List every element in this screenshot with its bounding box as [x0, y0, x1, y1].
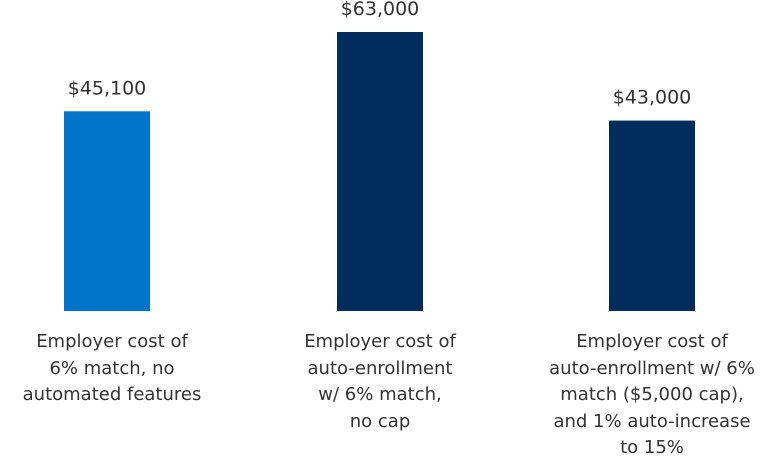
- value-label: $43,000: [613, 87, 692, 109]
- value-label: $45,100: [68, 77, 147, 99]
- value-label: $63,000: [341, 0, 420, 20]
- bar: [609, 120, 695, 311]
- category-label: Employer cost of auto-enrollment w/ 6% m…: [549, 331, 755, 458]
- bar: [64, 111, 150, 312]
- category-label: Employer cost of auto-enrollment w/ 6% m…: [304, 331, 456, 432]
- category-label: Employer cost of 6% match, no automated …: [22, 331, 202, 405]
- bar: [337, 32, 423, 311]
